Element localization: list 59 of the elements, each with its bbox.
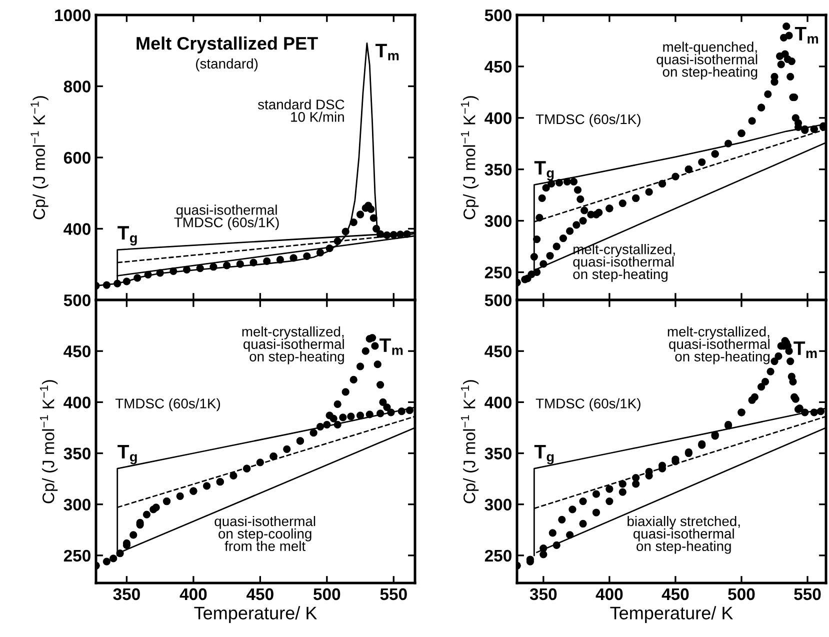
x-tick-label: 450 xyxy=(662,588,689,600)
y-tick-label: 500 xyxy=(484,9,512,22)
x-tick-label: 500 xyxy=(728,588,755,600)
y-tick-label: 350 xyxy=(484,164,512,176)
x-axis-title: Temperature/ K xyxy=(610,606,734,624)
annotation: T$_{g}$ xyxy=(534,444,554,464)
y-tick-label: 350 xyxy=(64,448,90,460)
x-axis-title: Temperature/ K xyxy=(194,606,318,624)
annotation: quasi-isothermal on step-cooling from the melt xyxy=(214,516,316,552)
y-tick-label: 400 xyxy=(484,112,512,124)
annotation: TMDSC (60s/1K) xyxy=(536,398,640,412)
x-tick-label: 400 xyxy=(596,588,623,600)
y-tick-label: 250 xyxy=(484,266,512,278)
y-tick-label: 600 xyxy=(64,152,90,164)
annotation: TMDSC (60s/1K) xyxy=(536,114,640,127)
annotation: T$_{m}$ xyxy=(794,342,817,358)
annotation: T$_{g}$ xyxy=(118,444,137,464)
y-tick-label: 300 xyxy=(484,215,512,228)
annotation: T$_{g}$ xyxy=(534,161,554,180)
y-axis-title: Cp/ (J mol$^{−1}$ K$^{−1}$) xyxy=(460,96,479,220)
y-tick-label: 400 xyxy=(64,396,90,408)
annotation: T$_{m}$ xyxy=(380,338,403,355)
y-axis-title: Cp/ (J mol$^{−1}$ K$^{−1}$) xyxy=(30,96,48,220)
x-tick-label: 350 xyxy=(113,588,140,600)
text: Melt Crystallized PET xyxy=(136,36,318,54)
annotation: T$_{m}$ xyxy=(794,26,818,44)
y-tick-label: 350 xyxy=(484,448,512,460)
y-tick-label: 250 xyxy=(484,550,512,562)
annotation: T$_{m}$ xyxy=(376,44,399,60)
y-tick-label: 450 xyxy=(484,60,512,73)
y-tick-label: 300 xyxy=(484,498,512,511)
y-tick-label: 250 xyxy=(64,550,90,562)
annotation: TMDSC (60s/1K) xyxy=(115,398,220,412)
x-tick-label: 400 xyxy=(180,588,207,600)
y-tick-label: 450 xyxy=(484,345,512,358)
annotation: melt-crystallized, quasi-isothermal on step-heating xyxy=(668,326,770,364)
x-tick-label: 450 xyxy=(246,588,274,600)
x-tick-label: 550 xyxy=(380,588,407,600)
y-tick-label: 300 xyxy=(64,498,90,511)
y-tick-label: 450 xyxy=(64,345,90,358)
annotation: quasi-isothermal TMDSC (60s/1K) xyxy=(174,204,279,230)
y-axis-title: Cp/ (J mol$^{−1}$ K$^{−1}$) xyxy=(460,380,479,504)
annotation: melt-quenched, quasi-isothermal on step-heating xyxy=(656,42,758,80)
annotation: biaxially stretched, quasi-isothermal on step-heating xyxy=(628,516,740,554)
annotation: standard DSC 10 K/min xyxy=(258,99,344,122)
x-tick-label: 500 xyxy=(314,588,340,600)
x-tick-label: 550 xyxy=(794,588,821,600)
y-tick-label: 500 xyxy=(64,294,90,306)
annotation: melt-crystallized, quasi-isothermal on step-heating xyxy=(573,244,675,282)
annotation: T$_{g}$ xyxy=(118,226,137,246)
y-tick-label: 800 xyxy=(64,80,90,92)
y-tick-label: 500 xyxy=(484,294,512,306)
y-tick-label: 400 xyxy=(64,223,90,235)
y-tick-label: 1000 xyxy=(55,9,90,22)
x-tick-label: 350 xyxy=(530,588,557,600)
text: (standard) xyxy=(196,58,258,72)
annotation: melt-crystallized, quasi-isothermal on step-heating xyxy=(242,326,344,364)
y-tick-label: 400 xyxy=(484,396,512,408)
y-axis-title: Cp/ (J mol$^{−1}$ K$^{−1}$) xyxy=(40,380,58,504)
